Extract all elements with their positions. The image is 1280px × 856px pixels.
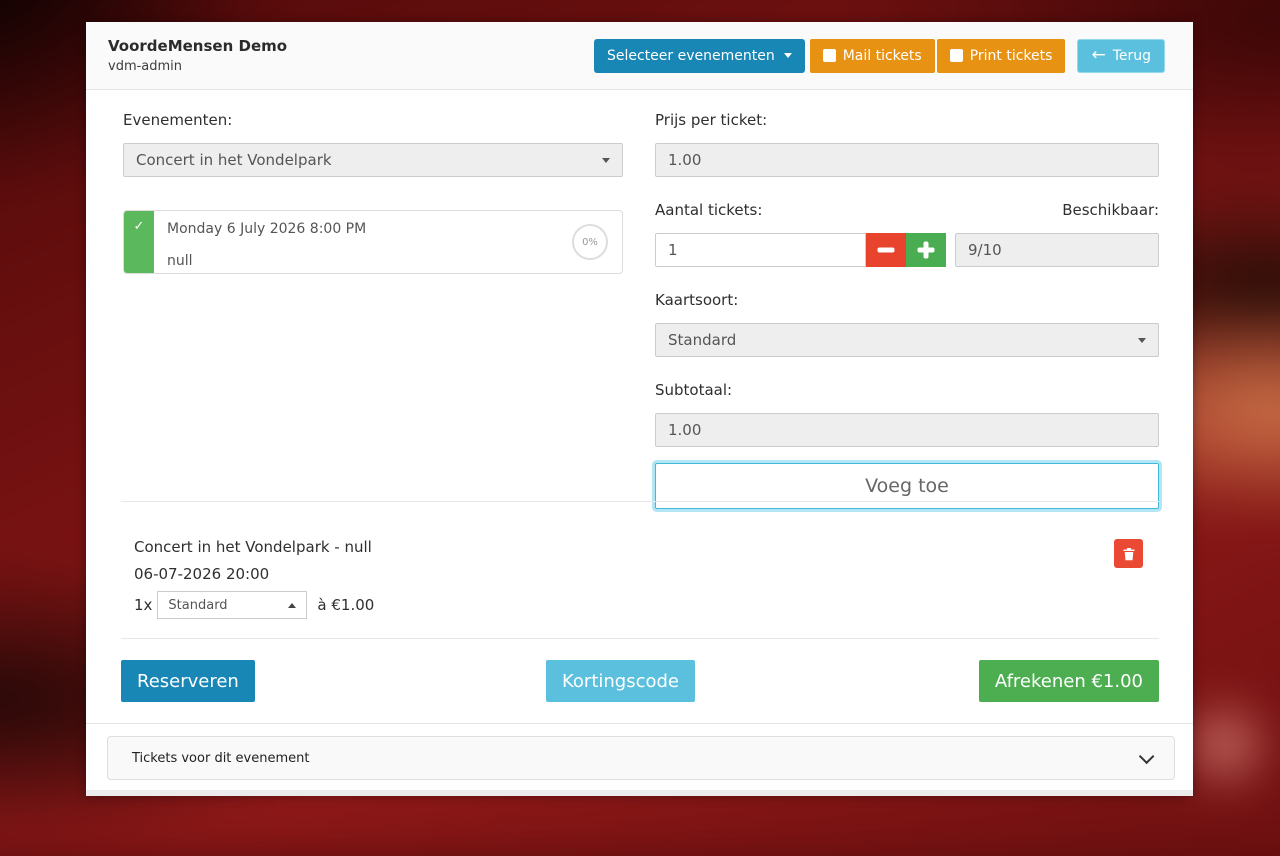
chevron-down-icon <box>1138 748 1155 764</box>
occupancy-badge: 0% <box>572 224 608 260</box>
delete-cart-item-button[interactable] <box>1114 539 1143 568</box>
selected-strip: ✓ <box>124 211 154 273</box>
select-events-button[interactable]: Selecteer evenementen <box>593 38 805 73</box>
checkbox-icon <box>822 49 836 62</box>
main-panel: VoordeMensen Demo vdm-admin Selecteer ev… <box>86 22 1193 796</box>
event-column: Evenementen: Concert in het Vondelpark ✓… <box>123 109 623 274</box>
price-input: 1.00 <box>655 143 1159 177</box>
subtotal-input: 1.00 <box>655 413 1159 447</box>
available-label: Beschikbaar: <box>1062 201 1159 219</box>
accordion-title: Tickets voor dit evenement <box>132 750 310 766</box>
check-icon: ✓ <box>133 219 145 234</box>
decrease-quantity-button[interactable] <box>866 233 906 267</box>
occurrence-datetime: Monday 6 July 2026 8:00 PM <box>167 221 367 237</box>
cart-item-datetime: 06-07-2026 20:00 <box>134 565 270 583</box>
events-label: Evenementen: <box>123 111 233 129</box>
section-divider <box>86 723 1193 724</box>
occurrence-subtitle: null <box>167 253 193 269</box>
reserve-button[interactable]: Reserveren <box>121 660 255 702</box>
mail-tickets-button[interactable]: Mail tickets <box>809 38 935 73</box>
gap <box>946 233 955 267</box>
page-title: VoordeMensen Demo <box>108 36 288 55</box>
checkbox-icon <box>949 49 963 62</box>
available-input: 9/10 <box>955 233 1159 267</box>
caret-down-icon <box>783 53 792 58</box>
event-select[interactable]: Concert in het Vondelpark <box>123 143 623 177</box>
mail-tickets-label: Mail tickets <box>842 47 922 64</box>
actions-bar: Reserveren Kortingscode Afrekenen €1.00 <box>86 660 1193 702</box>
print-tickets-button[interactable]: Print tickets <box>936 38 1066 73</box>
card-type-value: Standard <box>668 331 737 349</box>
bottom-strip <box>86 790 1193 796</box>
panel-header: VoordeMensen Demo vdm-admin Selecteer ev… <box>86 22 1193 90</box>
discount-code-button[interactable]: Kortingscode <box>546 660 695 702</box>
add-to-cart-button[interactable]: Voeg toe <box>655 463 1159 509</box>
increase-quantity-button[interactable] <box>906 233 946 267</box>
quantity-input[interactable] <box>655 233 866 267</box>
cart-item-row: 1x Standard à €1.00 <box>134 591 1159 619</box>
ticket-column: Prijs per ticket: 1.00 Aantal tickets: B… <box>655 109 1159 509</box>
minus-icon <box>877 247 895 253</box>
card-type-label: Kaartsoort: <box>655 291 739 309</box>
page-subtitle: vdm-admin <box>108 58 183 74</box>
divider <box>121 501 1159 502</box>
quantity-row: 9/10 <box>655 233 1159 267</box>
cart-item: Concert in het Vondelpark - null 06-07-2… <box>134 536 1159 619</box>
cart-item-quantity: 1x <box>134 596 153 614</box>
cart-card-type-value: Standard <box>168 597 228 613</box>
cart-item-price: à €1.00 <box>317 596 375 614</box>
event-occurrence-card[interactable]: ✓ Monday 6 July 2026 8:00 PM null 0% <box>123 210 623 274</box>
price-label: Prijs per ticket: <box>655 111 768 129</box>
cart-card-type-select[interactable]: Standard <box>157 591 308 619</box>
print-tickets-label: Print tickets <box>969 47 1053 64</box>
tickets-accordion[interactable]: Tickets voor dit evenement <box>107 736 1175 780</box>
card-type-select[interactable]: Standard <box>655 323 1159 357</box>
back-label: Terug <box>1112 47 1151 64</box>
arrow-left-icon: ← <box>1091 45 1106 65</box>
title-block: VoordeMensen Demo vdm-admin <box>108 36 288 74</box>
plus-icon <box>923 241 929 259</box>
caret-up-icon <box>288 602 297 608</box>
caret-down-icon <box>602 157 610 163</box>
checkout-button[interactable]: Afrekenen €1.00 <box>978 660 1159 702</box>
select-events-label: Selecteer evenementen <box>606 47 775 64</box>
quantity-label: Aantal tickets: <box>655 201 763 219</box>
subtotal-label: Subtotaal: <box>655 381 733 399</box>
event-select-value: Concert in het Vondelpark <box>136 151 332 169</box>
trash-icon <box>1123 547 1134 560</box>
divider <box>121 638 1159 639</box>
occurrence-text: Monday 6 July 2026 8:00 PM null <box>124 211 622 271</box>
back-button[interactable]: ← Terug <box>1077 38 1165 73</box>
caret-down-icon <box>1138 337 1146 343</box>
quantity-labels-row: Aantal tickets: Beschikbaar: <box>655 199 1159 221</box>
cart-item-title: Concert in het Vondelpark - null <box>134 538 372 556</box>
